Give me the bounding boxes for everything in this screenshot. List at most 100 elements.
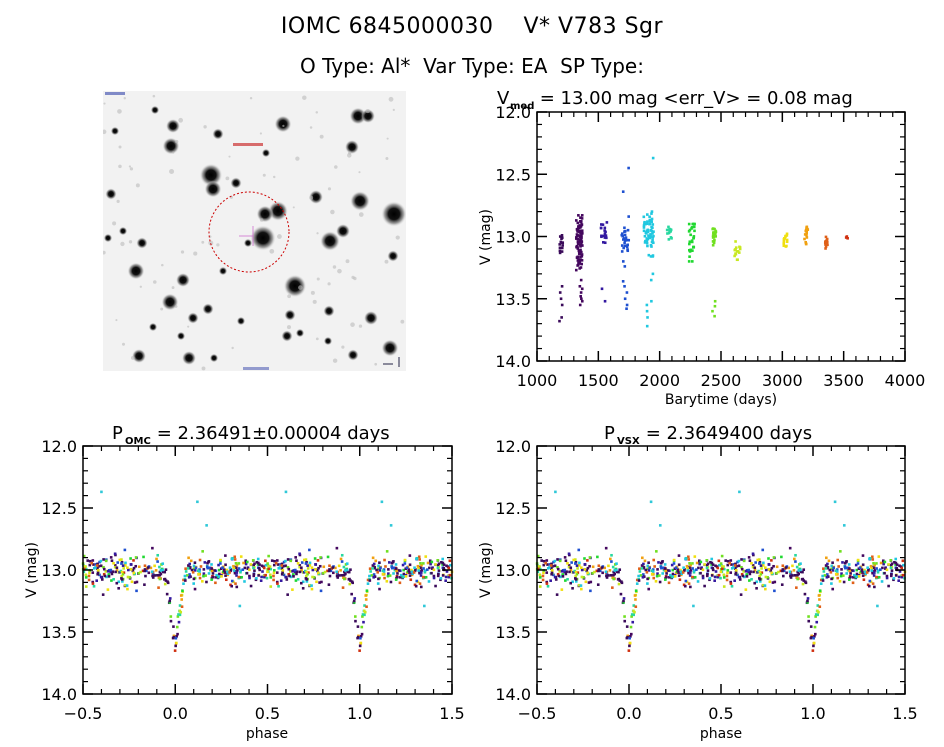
phase-vsx-title-rest: = 2.3649400 days [640, 423, 812, 444]
phase-point [684, 557, 688, 561]
phase-point [109, 556, 113, 559]
phase-point [720, 554, 724, 558]
phase-point [613, 572, 616, 576]
phase-point [821, 574, 824, 578]
lightcurve-point [579, 238, 583, 242]
phase-point [725, 574, 729, 578]
lightcurve-point [668, 227, 671, 231]
phase-point [797, 577, 800, 580]
phase-point [278, 566, 282, 569]
phase-point [319, 556, 323, 560]
phase-point [284, 564, 287, 568]
phase-point [866, 566, 869, 570]
star [347, 349, 359, 361]
phase-point [688, 566, 692, 569]
faint-star [259, 132, 262, 135]
phase-point [648, 565, 652, 569]
phase-point [442, 563, 446, 566]
phase-point [791, 574, 794, 577]
phase-point [92, 584, 96, 588]
phase-point [401, 576, 404, 580]
phase-point [665, 572, 668, 575]
phase-point [609, 557, 612, 561]
phase-point [777, 570, 780, 574]
phase-point [157, 586, 160, 589]
phase-point [753, 569, 757, 572]
phase-point [218, 572, 221, 576]
y-tick-label: 12.0 [495, 437, 531, 456]
phase-point [663, 566, 667, 570]
phase-point [876, 576, 880, 579]
phase-point [267, 565, 270, 568]
phase-point [211, 575, 215, 579]
lightcurve-point [642, 226, 646, 229]
phase-point [321, 572, 325, 575]
phase-point [637, 574, 640, 578]
phase-point [760, 567, 763, 570]
phase-point [562, 569, 566, 573]
phase-point [326, 569, 329, 573]
phase-point [106, 569, 110, 573]
phase-point [342, 576, 345, 580]
phase-point [178, 609, 182, 613]
x-tick-label: 2000 [639, 371, 680, 390]
phase-point [879, 561, 883, 565]
phase-point [359, 641, 362, 645]
phase-point [266, 563, 270, 567]
phase-point [840, 568, 843, 571]
phase-point [759, 564, 763, 567]
phase-point [722, 585, 726, 588]
phase-point [764, 568, 768, 572]
phase-point [855, 575, 859, 578]
phase-point [869, 564, 873, 568]
phase-point [335, 574, 339, 578]
phase-point [698, 572, 702, 575]
x-tick-label: 0.5 [255, 704, 280, 723]
phase-point [230, 557, 234, 561]
phase-point [813, 625, 817, 629]
phase-point [121, 580, 124, 583]
phase-point [548, 563, 552, 566]
phase-point [172, 634, 176, 638]
star [274, 115, 292, 133]
phase-point [862, 570, 865, 574]
phase-point [430, 571, 433, 575]
lightcurve-point [806, 228, 809, 231]
faint-star [201, 240, 205, 244]
phase-point [281, 571, 284, 574]
phase-point [646, 564, 650, 568]
phase-point [335, 546, 339, 550]
phase-point [708, 577, 712, 580]
phase-point [252, 572, 256, 576]
lightcurve-point [805, 225, 809, 229]
phase-point [552, 573, 555, 577]
phase-point [115, 569, 119, 572]
phase-point [296, 577, 300, 581]
phase-point [583, 563, 587, 566]
lightcurve-point [782, 238, 786, 241]
lightcurve-point [580, 217, 584, 220]
phase-point [395, 568, 399, 572]
phase-point [315, 569, 319, 572]
phase-point [812, 641, 816, 645]
lightcurve-point [625, 244, 628, 248]
lightcurve-point [669, 228, 673, 232]
faint-star [152, 94, 156, 98]
phase-point [223, 569, 227, 573]
lightcurve-point [651, 272, 655, 276]
phase-point [286, 558, 290, 561]
lightcurve-point [625, 303, 629, 307]
lightcurve-point [560, 250, 564, 253]
lightcurve-point [645, 213, 649, 216]
phase-point [349, 579, 352, 582]
phase-point [683, 568, 686, 571]
lightcurve-point [649, 233, 652, 236]
lightcurve-point [803, 237, 806, 241]
phase-point [546, 567, 550, 570]
lightcurve-point [691, 246, 695, 249]
phase-point [718, 563, 721, 567]
phase-point [108, 569, 112, 573]
phase-point [287, 572, 290, 576]
lightcurve-point [713, 232, 716, 235]
phase-point [260, 564, 264, 568]
